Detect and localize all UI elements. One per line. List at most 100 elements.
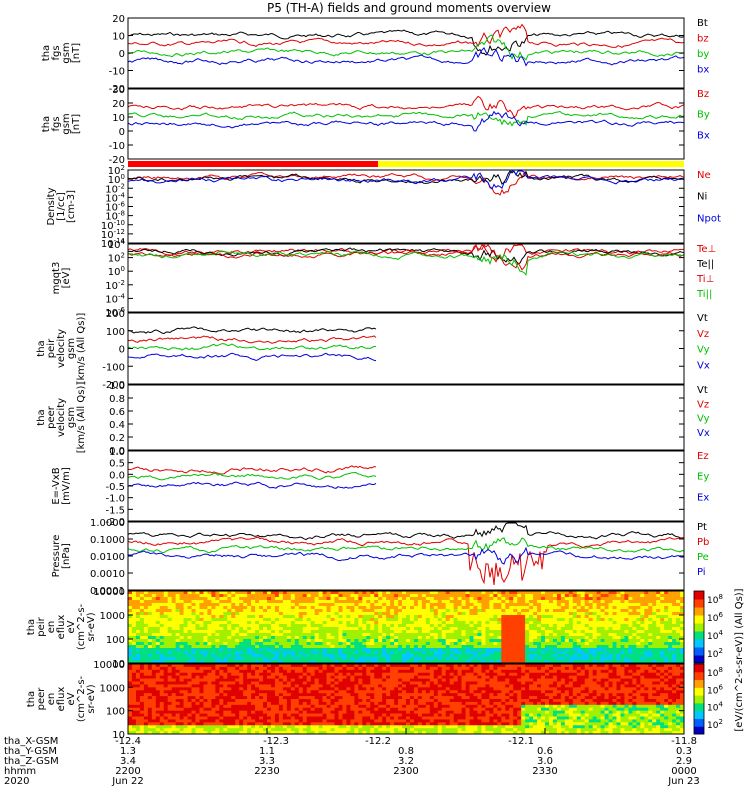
heatmap-cell (135, 597, 141, 601)
heatmap-cell (676, 630, 681, 634)
heatmap-cell (457, 603, 462, 607)
heatmap-cell (183, 606, 188, 610)
heatmap-cell (211, 624, 216, 628)
heatmap-cell (171, 615, 176, 619)
ytick-label: 10-6 (105, 201, 125, 214)
heatmap-cell (584, 657, 589, 661)
heatmap-cell (477, 624, 482, 628)
heatmap-cell (660, 654, 665, 658)
heatmap-cell (219, 666, 224, 671)
heatmap-cell (302, 722, 308, 726)
heatmap-cell (231, 681, 236, 685)
heatmap-cell (346, 639, 351, 643)
heatmap-cell (255, 666, 260, 671)
heatmap-cell (624, 615, 629, 619)
heatmap-cell (473, 642, 478, 646)
heatmap-cell (263, 669, 268, 674)
heatmap-cell (179, 630, 184, 634)
heatmap-cell (346, 600, 351, 604)
heatmap-cell (517, 654, 522, 658)
heatmap-cell (207, 600, 212, 604)
heatmap-cell (473, 618, 478, 622)
heatmap-cell (533, 645, 538, 649)
heatmap-cell (318, 612, 323, 616)
heatmap-cell (485, 615, 490, 619)
heatmap-cell (302, 645, 308, 649)
heatmap-cell (398, 630, 403, 634)
heatmap-cell (298, 609, 304, 613)
heatmap-cell (525, 645, 530, 649)
heatmap-cell (139, 600, 145, 604)
heatmap-cell (668, 597, 673, 601)
heatmap-cell (413, 639, 419, 643)
ytick-label: 100 (106, 635, 125, 646)
heatmap-cell (179, 707, 184, 711)
heatmap-cell (529, 636, 534, 640)
heatmap-cell (267, 684, 272, 688)
heatmap-cell (243, 657, 248, 661)
heatmap-cell (457, 630, 462, 634)
heatmap-cell (386, 654, 391, 658)
series-line-Ex (127, 481, 377, 489)
heatmap-cell (449, 618, 454, 622)
heatmap-cell (525, 639, 530, 643)
heatmap-cell (445, 600, 450, 604)
heatmap-cell (529, 591, 534, 595)
heatmap-cell (548, 651, 554, 655)
heatmap-cell (576, 612, 582, 616)
heatmap-cell (263, 612, 268, 616)
heatmap-cell (334, 624, 339, 628)
heatmap-cell (159, 731, 165, 735)
heatmap-cell (584, 639, 589, 643)
heatmap-cell (282, 648, 288, 652)
heatmap-cell (191, 651, 196, 655)
heatmap-cell (187, 624, 192, 628)
heatmap-cell (608, 612, 613, 616)
heatmap-cell (326, 597, 331, 601)
heatmap-cell (330, 701, 335, 706)
heatmap-cell (354, 651, 359, 655)
heatmap-cell (664, 600, 669, 604)
heatmap-cell (394, 633, 399, 637)
heatmap-cell (409, 633, 415, 637)
heatmap-cell (346, 594, 351, 598)
heatmap-cell (203, 693, 208, 697)
heatmap-cell (179, 618, 184, 622)
heatmap-cell (290, 690, 296, 694)
heatmap-cell (477, 600, 482, 604)
heatmap-cell (314, 710, 319, 714)
heatmap-cell (572, 624, 578, 628)
heatmap-cell (572, 645, 578, 649)
heatmap-cell (167, 606, 172, 610)
heatmap-cell (390, 636, 395, 640)
heatmap-cell (338, 707, 343, 711)
heatmap-cell (143, 693, 149, 697)
heatmap-cell (263, 615, 268, 619)
heatmap-cell (334, 654, 339, 658)
heatmap-cell (251, 728, 256, 732)
heatmap-cell (473, 591, 478, 595)
heatmap-cell (350, 630, 355, 634)
heatmap-cell (644, 651, 649, 655)
heatmap-cell (223, 725, 228, 729)
heatmap-cell (533, 624, 538, 628)
heatmap-cell (131, 664, 137, 668)
heatmap-cell (612, 606, 617, 610)
heatmap-cell (223, 693, 228, 697)
heatmap-cell (267, 621, 272, 625)
heatmap-cell (282, 642, 288, 646)
ylabel-line: tha (41, 45, 52, 61)
heatmap-cell (163, 731, 169, 735)
heatmap-cell (382, 654, 387, 658)
heatmap-cell (620, 609, 625, 613)
heatmap-cell (247, 731, 252, 735)
heatmap-cell (263, 600, 268, 604)
heatmap-cell (402, 636, 407, 640)
heatmap-cell (247, 618, 252, 622)
heatmap-cell (552, 615, 558, 619)
heatmap-cell (604, 606, 609, 610)
heatmap-cell (223, 719, 228, 723)
heatmap-cell (350, 654, 355, 658)
heatmap-cell (672, 660, 677, 664)
heatmap-cell (211, 609, 216, 613)
